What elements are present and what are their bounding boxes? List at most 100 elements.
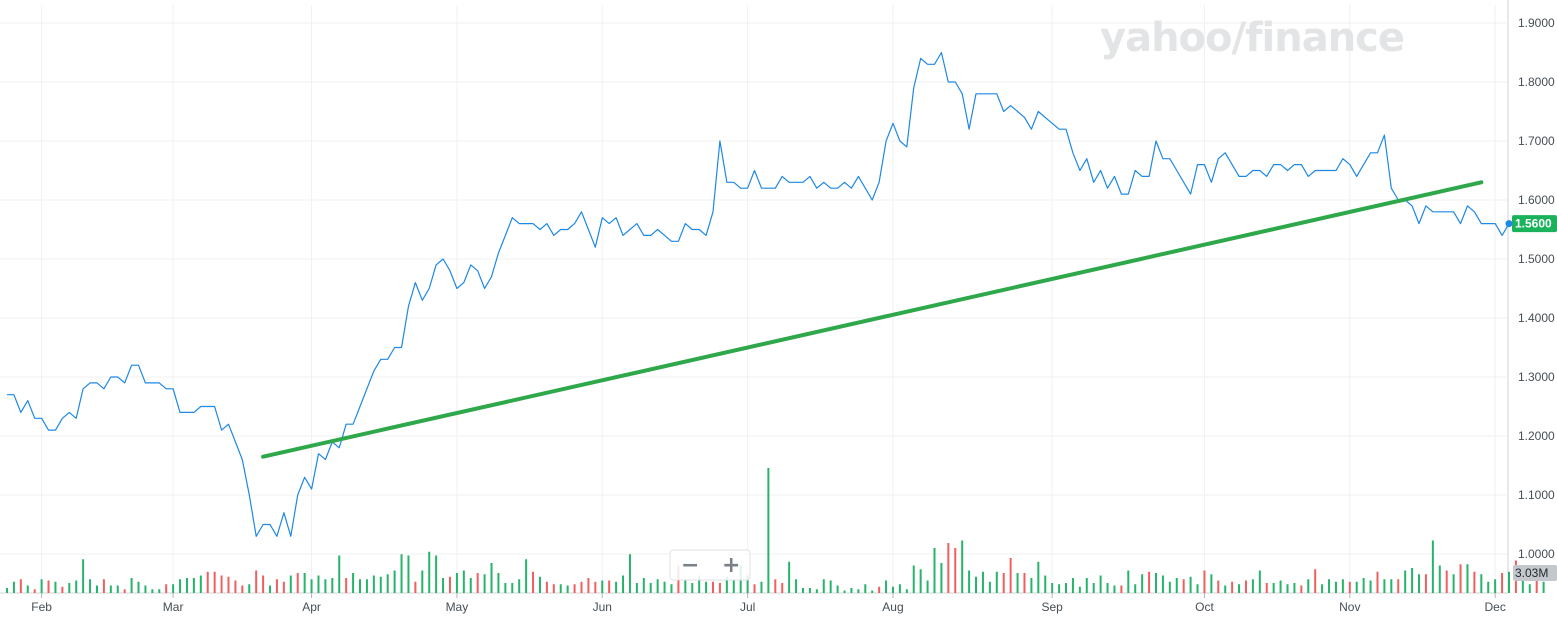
volume-bar: [179, 579, 181, 593]
volume-bar: [20, 579, 22, 593]
volume-bar: [1176, 578, 1178, 593]
volume-bar: [657, 579, 659, 593]
zoom-out-button[interactable]: −: [672, 552, 708, 578]
volume-bar: [1169, 582, 1171, 593]
volume-bar: [1030, 578, 1032, 593]
volume-bar: [1453, 574, 1455, 593]
volume-bar: [504, 583, 506, 593]
volume-bar: [248, 584, 250, 593]
volume-bar: [1335, 582, 1337, 593]
axis-lines: [0, 0, 1508, 593]
y-tick-label: 1.2000: [1518, 429, 1555, 443]
zoom-in-button[interactable]: +: [712, 552, 748, 578]
volume-bar: [574, 584, 576, 593]
volume-bar: [442, 578, 444, 593]
x-tick-label: Apr: [302, 600, 321, 614]
volume-bar: [1397, 579, 1399, 593]
volume-bar: [138, 582, 140, 593]
volume-bar: [435, 556, 437, 594]
volume-bar: [587, 578, 589, 593]
volume-bar: [1287, 584, 1289, 593]
volume-bar: [1349, 582, 1351, 593]
volume-bar: [414, 582, 416, 593]
volume-bar: [553, 584, 555, 593]
volume-bar: [1079, 587, 1081, 593]
volume-bar: [124, 589, 126, 593]
volume-bar: [580, 582, 582, 593]
volume-bar: [234, 581, 236, 594]
volume-bar: [788, 562, 790, 593]
volume-bar: [954, 548, 956, 593]
volume-bar: [1508, 572, 1510, 593]
volume-bar: [920, 569, 922, 593]
volume-bar: [878, 587, 880, 593]
volume-bar: [795, 579, 797, 593]
volume-bar: [691, 583, 693, 593]
volume-bar: [89, 579, 91, 593]
volume-bar: [186, 578, 188, 593]
volume-bar: [1439, 566, 1441, 594]
volume-bar: [892, 587, 894, 593]
volume-bar: [767, 468, 769, 593]
volume-bar: [871, 591, 873, 594]
volume-bar: [61, 587, 63, 593]
price-series-line: [7, 53, 1509, 537]
volume-bar: [1093, 583, 1095, 593]
zoom-out-icon[interactable]: −: [681, 553, 699, 578]
volume-bar: [816, 589, 818, 593]
y-tick-label: 1.6000: [1518, 193, 1555, 207]
volume-bar: [304, 573, 306, 593]
volume-bar: [864, 584, 866, 593]
volume-bar: [615, 582, 617, 593]
volume-marker: 3.03M: [1513, 565, 1557, 581]
volume-bar: [1390, 579, 1392, 593]
volume-bar: [1266, 583, 1268, 593]
volume-bar: [352, 573, 354, 593]
volume-bar: [1065, 583, 1067, 593]
volume-bar: [1120, 586, 1122, 594]
volume-bar: [927, 581, 929, 594]
volume-bar: [283, 582, 285, 593]
volume-bar: [1418, 574, 1420, 593]
volume-bar: [1543, 582, 1545, 593]
volume-bar: [1363, 578, 1365, 593]
volume-bar: [1529, 584, 1531, 593]
volume-bar: [497, 573, 499, 593]
x-tick-label: Feb: [31, 600, 52, 614]
volume-bar: [1404, 571, 1406, 594]
volume-bar: [380, 577, 382, 593]
volume-bar: [802, 588, 804, 593]
zoom-in-icon[interactable]: +: [722, 553, 740, 578]
volume-bar: [207, 572, 209, 593]
volume-bar: [131, 578, 133, 593]
volume-bar: [774, 579, 776, 593]
volume-bar: [1321, 584, 1323, 593]
x-tick-label: Dec: [1484, 600, 1505, 614]
volume-bar: [27, 586, 29, 594]
volume-bar: [1086, 578, 1088, 593]
x-tick-label: Jun: [593, 600, 612, 614]
volume-bar: [227, 577, 229, 593]
volume-bar: [961, 541, 963, 594]
volume-bar: [989, 582, 991, 593]
volume-bar: [1231, 582, 1233, 593]
x-tick-label: May: [446, 600, 469, 614]
volume-bar: [1190, 577, 1192, 593]
volume-bar: [546, 582, 548, 593]
volume-bar: [1245, 581, 1247, 594]
volume-bar: [158, 589, 160, 593]
volume-bar: [193, 578, 195, 593]
volume-bar: [1127, 571, 1129, 594]
volume-bar: [345, 578, 347, 593]
x-tick-label: Sep: [1041, 600, 1063, 614]
volume-bar: [117, 586, 119, 594]
volume-bar: [733, 581, 735, 594]
volume-bar: [1480, 574, 1482, 593]
volume-bar: [1044, 576, 1046, 594]
volume-bar: [1238, 584, 1240, 593]
volume-bar: [373, 576, 375, 594]
volume-bar: [1501, 573, 1503, 593]
volume-bar: [650, 583, 652, 593]
